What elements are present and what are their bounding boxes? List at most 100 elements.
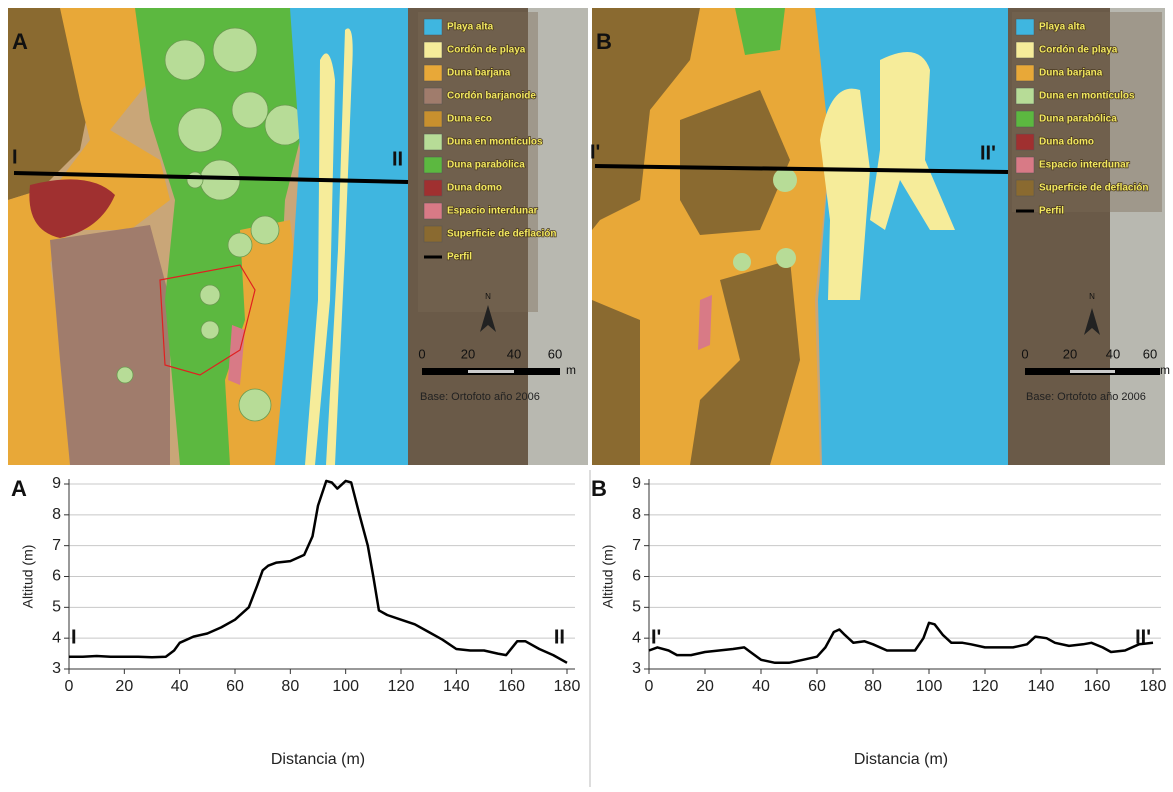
legend-swatch xyxy=(424,180,442,196)
legend-label: Cordón de playa xyxy=(1039,45,1118,56)
y-axis-title: Altitud (m) xyxy=(600,545,616,609)
y-tick-label: 5 xyxy=(52,599,61,616)
y-tick-label: 6 xyxy=(52,568,61,585)
profile-start-label: I' xyxy=(590,141,600,163)
y-tick-label: 9 xyxy=(52,475,61,492)
y-tick-label: 3 xyxy=(52,660,61,677)
x-tick-label: 0 xyxy=(65,678,74,695)
y-tick-label: 7 xyxy=(52,537,61,554)
profile-start-label: I' xyxy=(651,626,661,648)
y-tick-label: 5 xyxy=(632,599,641,616)
legend-swatch xyxy=(424,203,442,219)
y-tick-label: 4 xyxy=(632,629,641,646)
profile-start-label: I xyxy=(12,146,18,168)
legend-swatch xyxy=(424,111,442,127)
figure: AIIIPlaya altaCordón de playaDuna barjan… xyxy=(0,0,1173,787)
x-tick-label: 120 xyxy=(388,678,415,695)
legend-swatch xyxy=(1016,65,1034,81)
x-axis-title: Distancia (m) xyxy=(854,751,948,768)
x-tick-label: 100 xyxy=(332,678,359,695)
y-tick-label: 6 xyxy=(632,568,641,585)
y-tick-label: 8 xyxy=(632,506,641,523)
x-axis-title: Distancia (m) xyxy=(271,751,365,768)
legend-swatch xyxy=(424,42,442,58)
legend-label: Perfil xyxy=(447,252,472,263)
legend-label: Cordón barjanoide xyxy=(447,91,536,102)
legend-swatch xyxy=(1016,42,1034,58)
x-tick-label: 60 xyxy=(808,678,826,695)
map-region xyxy=(698,295,712,350)
profile-end-label: II' xyxy=(980,142,996,164)
x-tick-label: 40 xyxy=(171,678,189,695)
legend-label: Duna en montículos xyxy=(447,137,543,148)
profile-end-label: II xyxy=(554,626,565,648)
profile-end-label: II xyxy=(392,148,403,170)
legend-swatch xyxy=(1016,88,1034,104)
legend-swatch xyxy=(424,65,442,81)
map-panel-label: B xyxy=(596,29,612,54)
profile-line xyxy=(649,623,1153,663)
legend-swatch xyxy=(424,226,442,242)
north-label: N xyxy=(1089,292,1095,301)
y-tick-label: 7 xyxy=(632,537,641,554)
x-tick-label: 100 xyxy=(916,678,943,695)
scale-label: 0 xyxy=(418,346,425,361)
panel-label: A xyxy=(11,476,27,501)
legend-swatch xyxy=(424,19,442,35)
map-mound xyxy=(733,253,751,271)
legend-label: Playa alta xyxy=(1039,22,1086,33)
x-tick-label: 20 xyxy=(696,678,714,695)
scale-label: 40 xyxy=(1106,346,1120,361)
scale-unit: m xyxy=(566,363,576,377)
legend-label: Duna domo xyxy=(447,183,502,194)
x-tick-label: 60 xyxy=(226,678,244,695)
legend-label: Superficie de deflación xyxy=(1039,183,1148,194)
x-tick-label: 180 xyxy=(554,678,581,695)
scale-bar xyxy=(468,370,514,373)
y-axis-title: Altitud (m) xyxy=(20,545,36,609)
legend-label: Duna en montículos xyxy=(1039,91,1135,102)
x-tick-label: 80 xyxy=(864,678,882,695)
x-tick-label: 140 xyxy=(1028,678,1055,695)
x-tick-label: 180 xyxy=(1140,678,1167,695)
y-tick-label: 8 xyxy=(52,506,61,523)
legend-swatch xyxy=(1016,180,1034,196)
base-note: Base: Ortofoto año 2006 xyxy=(1026,391,1146,403)
scale-unit: m xyxy=(1160,363,1170,377)
map-mound xyxy=(773,168,797,192)
legend-swatch xyxy=(1016,157,1034,173)
legend-label: Superficie de deflación xyxy=(447,229,556,240)
legend-label: Duna barjana xyxy=(1039,68,1103,79)
legend-label: Duna parabólica xyxy=(447,160,525,171)
legend-label: Duna domo xyxy=(1039,137,1094,148)
x-tick-label: 120 xyxy=(972,678,999,695)
y-tick-label: 9 xyxy=(632,475,641,492)
scale-label: 60 xyxy=(548,346,562,361)
base-note: Base: Ortofoto año 2006 xyxy=(420,391,540,403)
map-mound xyxy=(776,248,796,268)
x-tick-label: 40 xyxy=(752,678,770,695)
x-tick-label: 160 xyxy=(1084,678,1111,695)
legend-label: Duna parabólica xyxy=(1039,114,1117,125)
scale-label: 0 xyxy=(1021,346,1028,361)
profile-line xyxy=(69,481,567,663)
legend-label: Playa alta xyxy=(447,22,494,33)
scale-label: 20 xyxy=(1063,346,1077,361)
map-panel-label: A xyxy=(12,29,28,54)
legend-swatch xyxy=(424,134,442,150)
legend-label: Duna eco xyxy=(447,114,492,125)
y-tick-label: 4 xyxy=(52,629,61,646)
scale-label: 20 xyxy=(461,346,475,361)
scale-label: 40 xyxy=(507,346,521,361)
x-tick-label: 140 xyxy=(443,678,470,695)
legend-swatch xyxy=(1016,134,1034,150)
scale-label: 60 xyxy=(1143,346,1157,361)
x-tick-label: 160 xyxy=(498,678,525,695)
scale-bar xyxy=(1070,370,1115,373)
legend-swatch xyxy=(424,157,442,173)
legend-swatch xyxy=(424,88,442,104)
panel-label: B xyxy=(591,476,607,501)
x-tick-label: 20 xyxy=(115,678,133,695)
x-tick-label: 80 xyxy=(281,678,299,695)
legend-label: Duna barjana xyxy=(447,68,511,79)
